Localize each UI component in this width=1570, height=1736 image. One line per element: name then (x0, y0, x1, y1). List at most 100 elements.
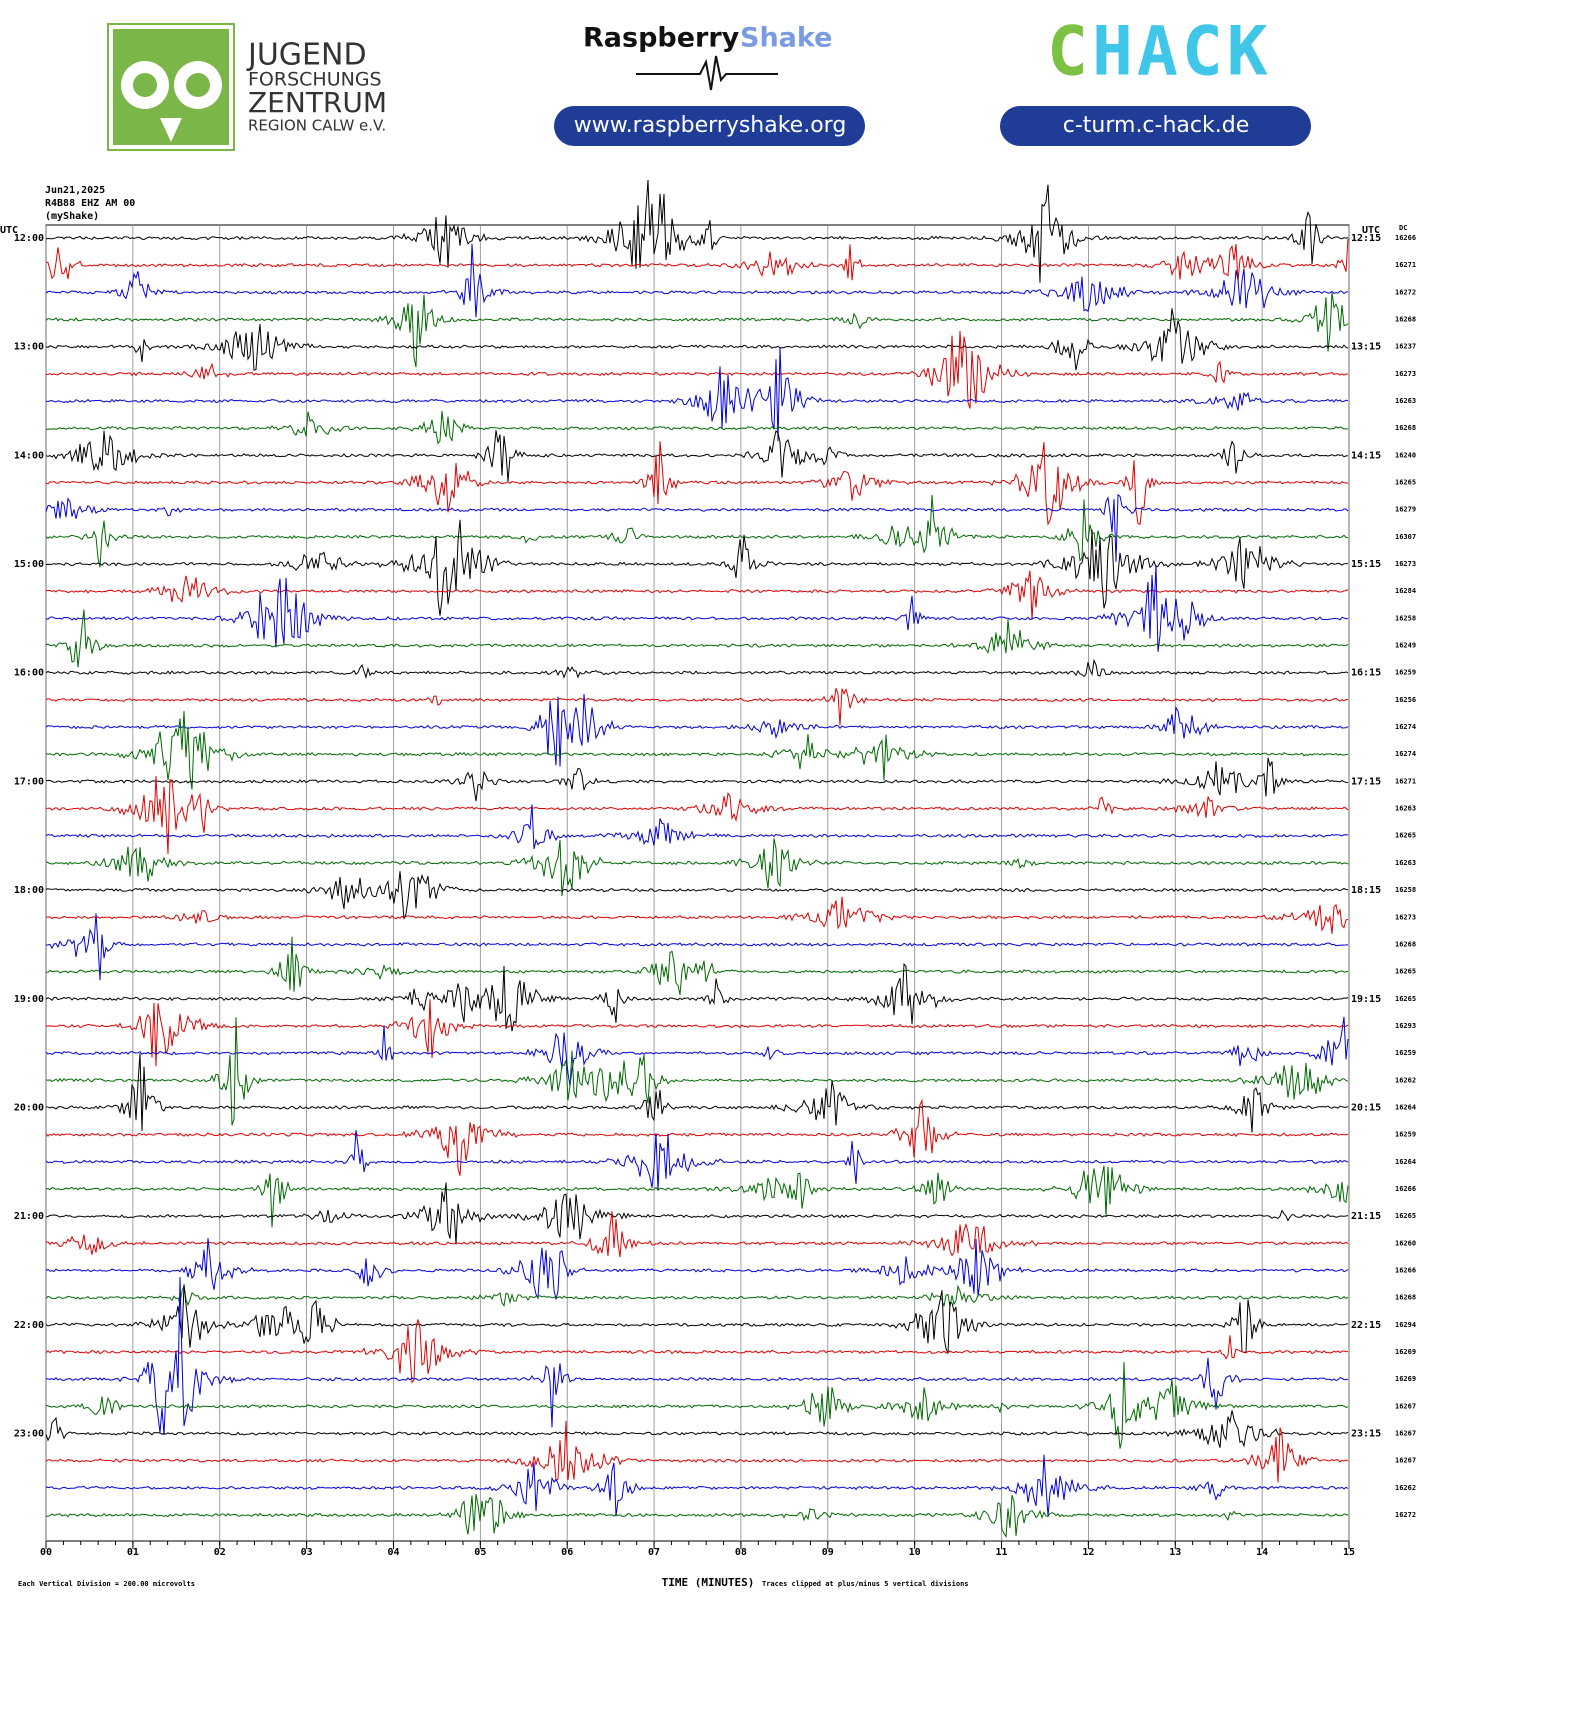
left-time-label: 12:00 (14, 233, 44, 244)
trace (45, 999, 1349, 1067)
dc-value: 16259 (1395, 1131, 1416, 1139)
trace (45, 1283, 1349, 1308)
trace (45, 693, 1349, 767)
trace (45, 1238, 1349, 1300)
x-tick-label: 07 (648, 1547, 660, 1558)
dc-value: 16263 (1395, 397, 1416, 405)
trace (45, 308, 1349, 371)
trace (45, 687, 1349, 726)
org-text: FORSCHUNGS (248, 69, 382, 91)
x-tick-label: 14 (1256, 1547, 1268, 1558)
dc-value: 16260 (1395, 1239, 1416, 1247)
url-pill (554, 106, 865, 146)
dc-value: 16269 (1395, 1348, 1416, 1356)
dc-value: 16256 (1395, 696, 1416, 704)
chack-logo: CHACK (1047, 13, 1272, 92)
trace (45, 1284, 1349, 1354)
trace (45, 1182, 1349, 1245)
right-time-label: 15:15 (1351, 559, 1381, 570)
x-tick-label: 08 (735, 1547, 747, 1558)
dc-value: 16273 (1395, 560, 1416, 568)
right-time-label: 19:15 (1351, 994, 1381, 1005)
trace (45, 838, 1349, 897)
dc-value: 16267 (1395, 1457, 1416, 1465)
url-text: c-turm.c-hack.de (1063, 113, 1249, 138)
scale-note: Each Vertical Division = 200.00 microvol… (18, 1580, 195, 1588)
trace (45, 1098, 1349, 1176)
dc-value: 16265 (1395, 968, 1416, 976)
trace (45, 179, 1349, 283)
x-tick-label: 01 (127, 1547, 139, 1558)
trace (45, 711, 1349, 790)
trace (45, 238, 1349, 282)
x-tick-label: 10 (909, 1547, 921, 1558)
dc-value: 16265 (1395, 1212, 1416, 1220)
left-time-label: 15:00 (14, 559, 44, 570)
org-text: ZENTRUM (248, 86, 387, 119)
station-text: R4B88 EHZ AM 00 (45, 198, 135, 209)
dc-value: 16258 (1395, 614, 1416, 622)
x-tick-label: 06 (561, 1547, 573, 1558)
left-time-label: 14:00 (14, 450, 44, 461)
dc-value: 16269 (1395, 1375, 1416, 1383)
trace (45, 564, 1349, 652)
trace (45, 441, 1349, 526)
x-axis-title: TIME (MINUTES) (662, 1576, 755, 1589)
dc-value: 16307 (1395, 533, 1416, 541)
trace (45, 609, 1349, 668)
trace (45, 1494, 1349, 1539)
left-time-label: 23:00 (14, 1428, 44, 1439)
dc-value: 16272 (1395, 1511, 1416, 1519)
x-tick-label: 03 (301, 1547, 313, 1558)
trace (45, 519, 1349, 616)
dc-value: 16268 (1395, 1294, 1416, 1302)
dc-value: 16264 (1395, 1103, 1416, 1111)
x-tick-label: 11 (996, 1547, 1008, 1558)
trace (45, 1319, 1349, 1384)
trace (45, 1277, 1349, 1436)
dc-value: 16274 (1395, 723, 1416, 731)
dc-value: 16259 (1395, 1049, 1416, 1057)
trace (45, 292, 1349, 368)
dc-value: 16268 (1395, 316, 1416, 324)
trace (45, 1130, 1349, 1191)
left-time-label: 20:00 (14, 1102, 44, 1113)
dc-value: 16279 (1395, 506, 1416, 514)
dc-value: 16272 (1395, 288, 1416, 296)
trace (45, 1211, 1349, 1258)
trace (45, 1362, 1349, 1449)
trace (45, 1165, 1349, 1228)
x-tick-label: 05 (474, 1547, 486, 1558)
trace (45, 1017, 1349, 1126)
org-text: REGION CALW e.V. (248, 117, 386, 135)
x-tick-label: 09 (822, 1547, 834, 1558)
dc-value: 16240 (1395, 451, 1416, 459)
x-tick-label: 02 (214, 1547, 226, 1558)
url-pill (1000, 106, 1311, 146)
owl-logo (107, 23, 235, 151)
left-time-label: 21:00 (14, 1211, 44, 1222)
trace (45, 1420, 1349, 1483)
trace (45, 243, 1349, 318)
dc-value: 16265 (1395, 479, 1416, 487)
dc-value: 16237 (1395, 343, 1416, 351)
dc-value: 16265 (1395, 995, 1416, 1003)
dc-label: DC (1399, 224, 1407, 232)
trace (45, 896, 1349, 934)
trace (45, 757, 1349, 802)
trace (45, 493, 1349, 562)
trace (45, 1454, 1349, 1517)
dc-value: 16265 (1395, 832, 1416, 840)
trace (45, 1016, 1349, 1087)
clip-note: Traces clipped at plus/minus 5 vertical … (762, 1580, 969, 1588)
x-tick-label: 04 (387, 1547, 399, 1558)
trace (45, 658, 1349, 680)
left-time-label: 13:00 (14, 342, 44, 353)
right-time-label: 17:15 (1351, 776, 1381, 787)
trace (45, 570, 1349, 620)
dc-value: 16264 (1395, 1158, 1416, 1166)
axis-label: UTC (0, 225, 18, 236)
dc-value: 16268 (1395, 940, 1416, 948)
